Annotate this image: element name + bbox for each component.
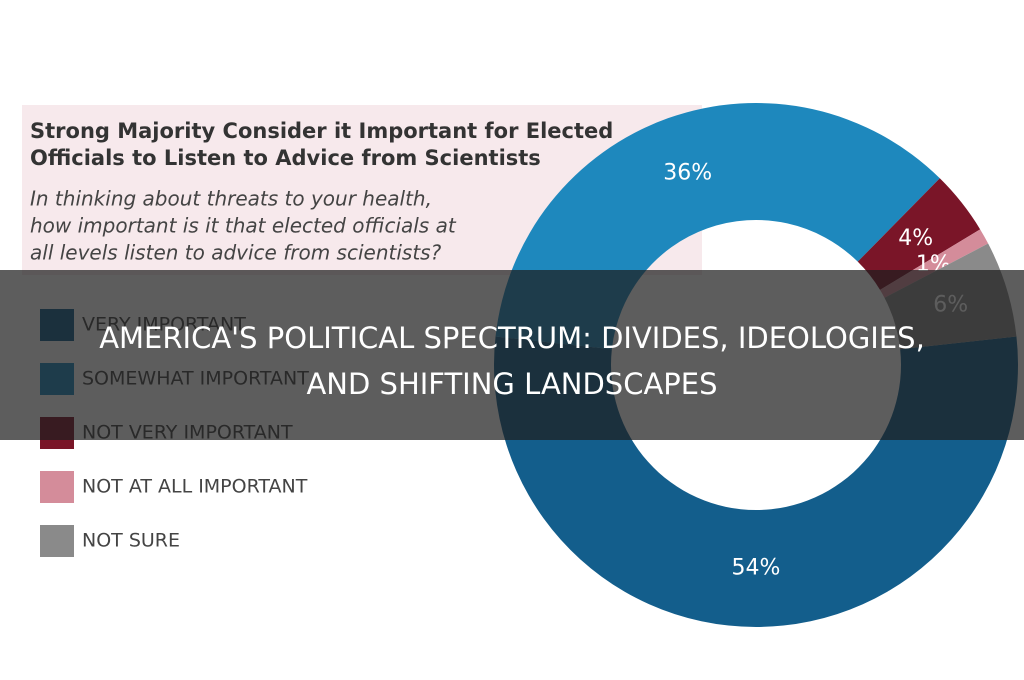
- chart-title: Strong Majority Consider it Important fo…: [30, 119, 613, 143]
- legend-label: NOT SURE: [82, 530, 180, 552]
- value-label: 4%: [898, 226, 933, 251]
- value-label: 36%: [663, 160, 712, 185]
- banner: [0, 270, 1024, 440]
- banner-title: AMERICA'S POLITICAL SPECTRUM: DIVIDES, I…: [99, 321, 925, 355]
- chart-subtitle: how important is it that elected officia…: [30, 214, 457, 238]
- legend-label: NOT AT ALL IMPORTANT: [82, 476, 308, 498]
- chart-title: Officials to Listen to Advice from Scien…: [30, 146, 541, 170]
- legend-swatch: [40, 471, 74, 503]
- value-label: 54%: [732, 556, 781, 581]
- legend-swatch: [40, 525, 74, 557]
- banner-text: AMERICA'S POLITICAL SPECTRUM: DIVIDES, I…: [99, 321, 925, 401]
- chart-subtitle: all levels listen to advice from scienti…: [30, 241, 442, 265]
- banner-title: AND SHIFTING LANDSCAPES: [306, 367, 717, 401]
- donut-segment: [857, 178, 981, 290]
- donut-segment: [494, 336, 1018, 627]
- chart-subtitle: In thinking about threats to your health…: [30, 187, 432, 211]
